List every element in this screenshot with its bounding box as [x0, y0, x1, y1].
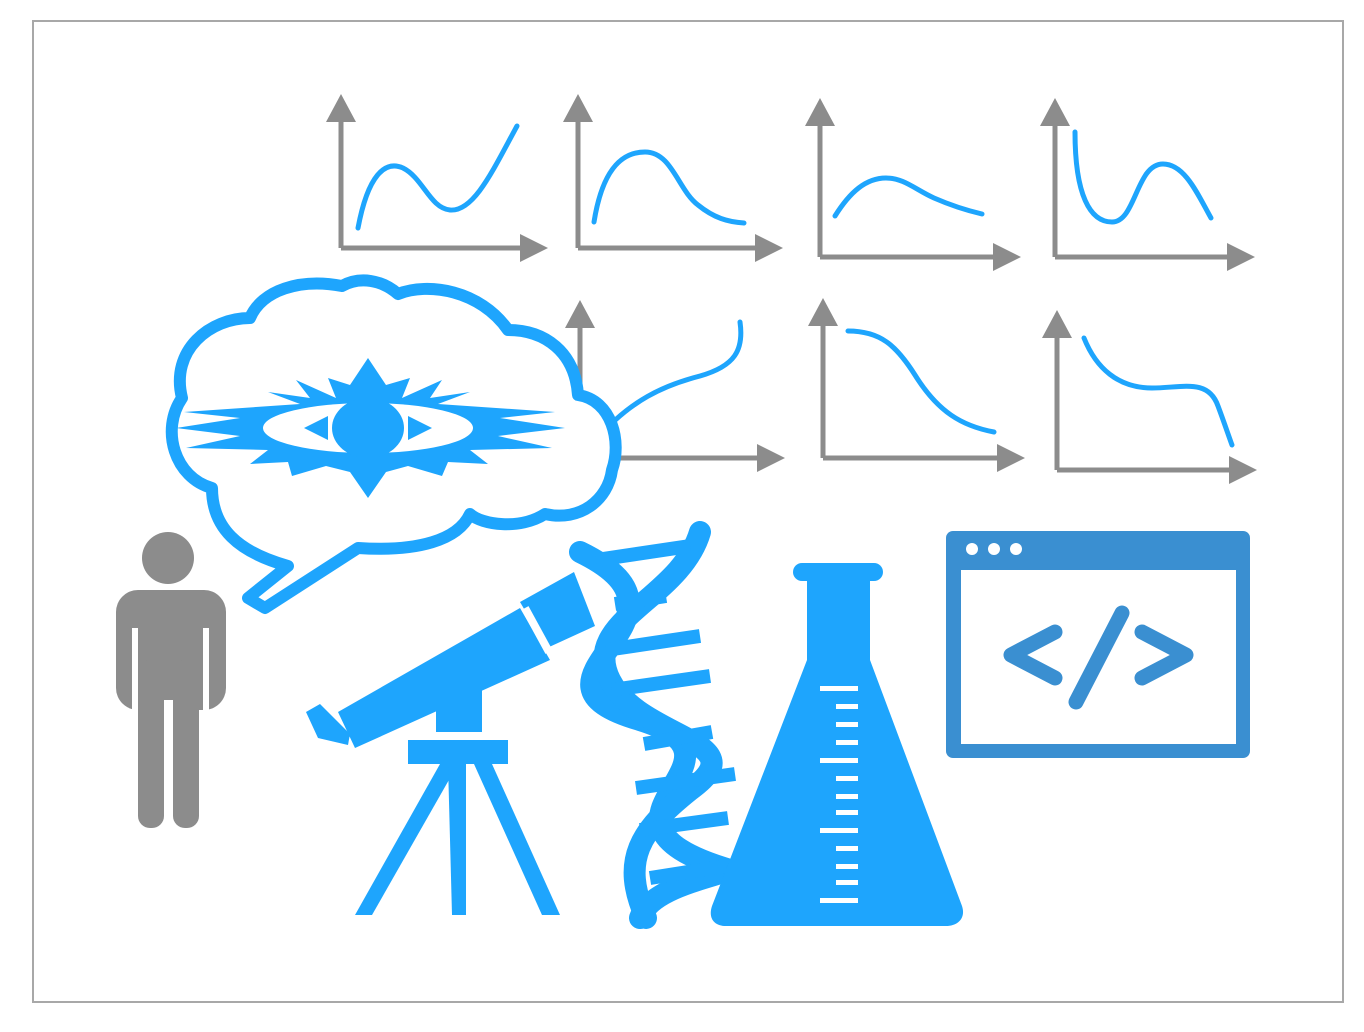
flask-graduations	[820, 686, 858, 903]
chart-axes	[338, 118, 525, 251]
telescope-icon	[306, 572, 595, 915]
chart-curve	[845, 328, 997, 435]
chart-curve	[593, 319, 744, 443]
axis-arrows	[563, 94, 783, 262]
flask-icon	[710, 563, 964, 926]
axis-arrows	[805, 98, 1021, 271]
person-icon	[116, 532, 226, 828]
chart-3	[805, 98, 1021, 271]
idea-burst-icon	[176, 358, 565, 498]
chart-axes	[1052, 122, 1232, 260]
chart-7	[1042, 310, 1257, 484]
window-dot	[988, 543, 1000, 555]
chart-axes	[817, 122, 998, 260]
chart-axes	[820, 322, 1002, 461]
chart-curve	[591, 149, 747, 226]
axis-arrows	[1040, 98, 1255, 271]
window-dot	[966, 543, 978, 555]
chart-1	[326, 94, 548, 262]
chart-curve	[832, 175, 985, 219]
axis-arrows	[1042, 310, 1257, 484]
chart-2	[563, 94, 783, 262]
dna-icon	[569, 521, 767, 929]
chart-curve	[355, 123, 520, 231]
chart-curve	[1081, 335, 1235, 448]
axis-arrows	[326, 94, 548, 262]
chart-axes	[575, 118, 760, 251]
axis-arrows	[808, 298, 1025, 472]
code-window-icon	[946, 531, 1250, 758]
chart-4	[1040, 98, 1255, 271]
idea-core	[332, 398, 404, 458]
chart-6	[808, 298, 1025, 472]
code-glyph	[1003, 605, 1194, 710]
axis-arrows	[565, 300, 785, 472]
chart-curve	[1072, 129, 1214, 225]
window-dot	[1010, 543, 1022, 555]
frame-border	[32, 20, 1344, 1003]
chart-axes	[1054, 334, 1234, 473]
